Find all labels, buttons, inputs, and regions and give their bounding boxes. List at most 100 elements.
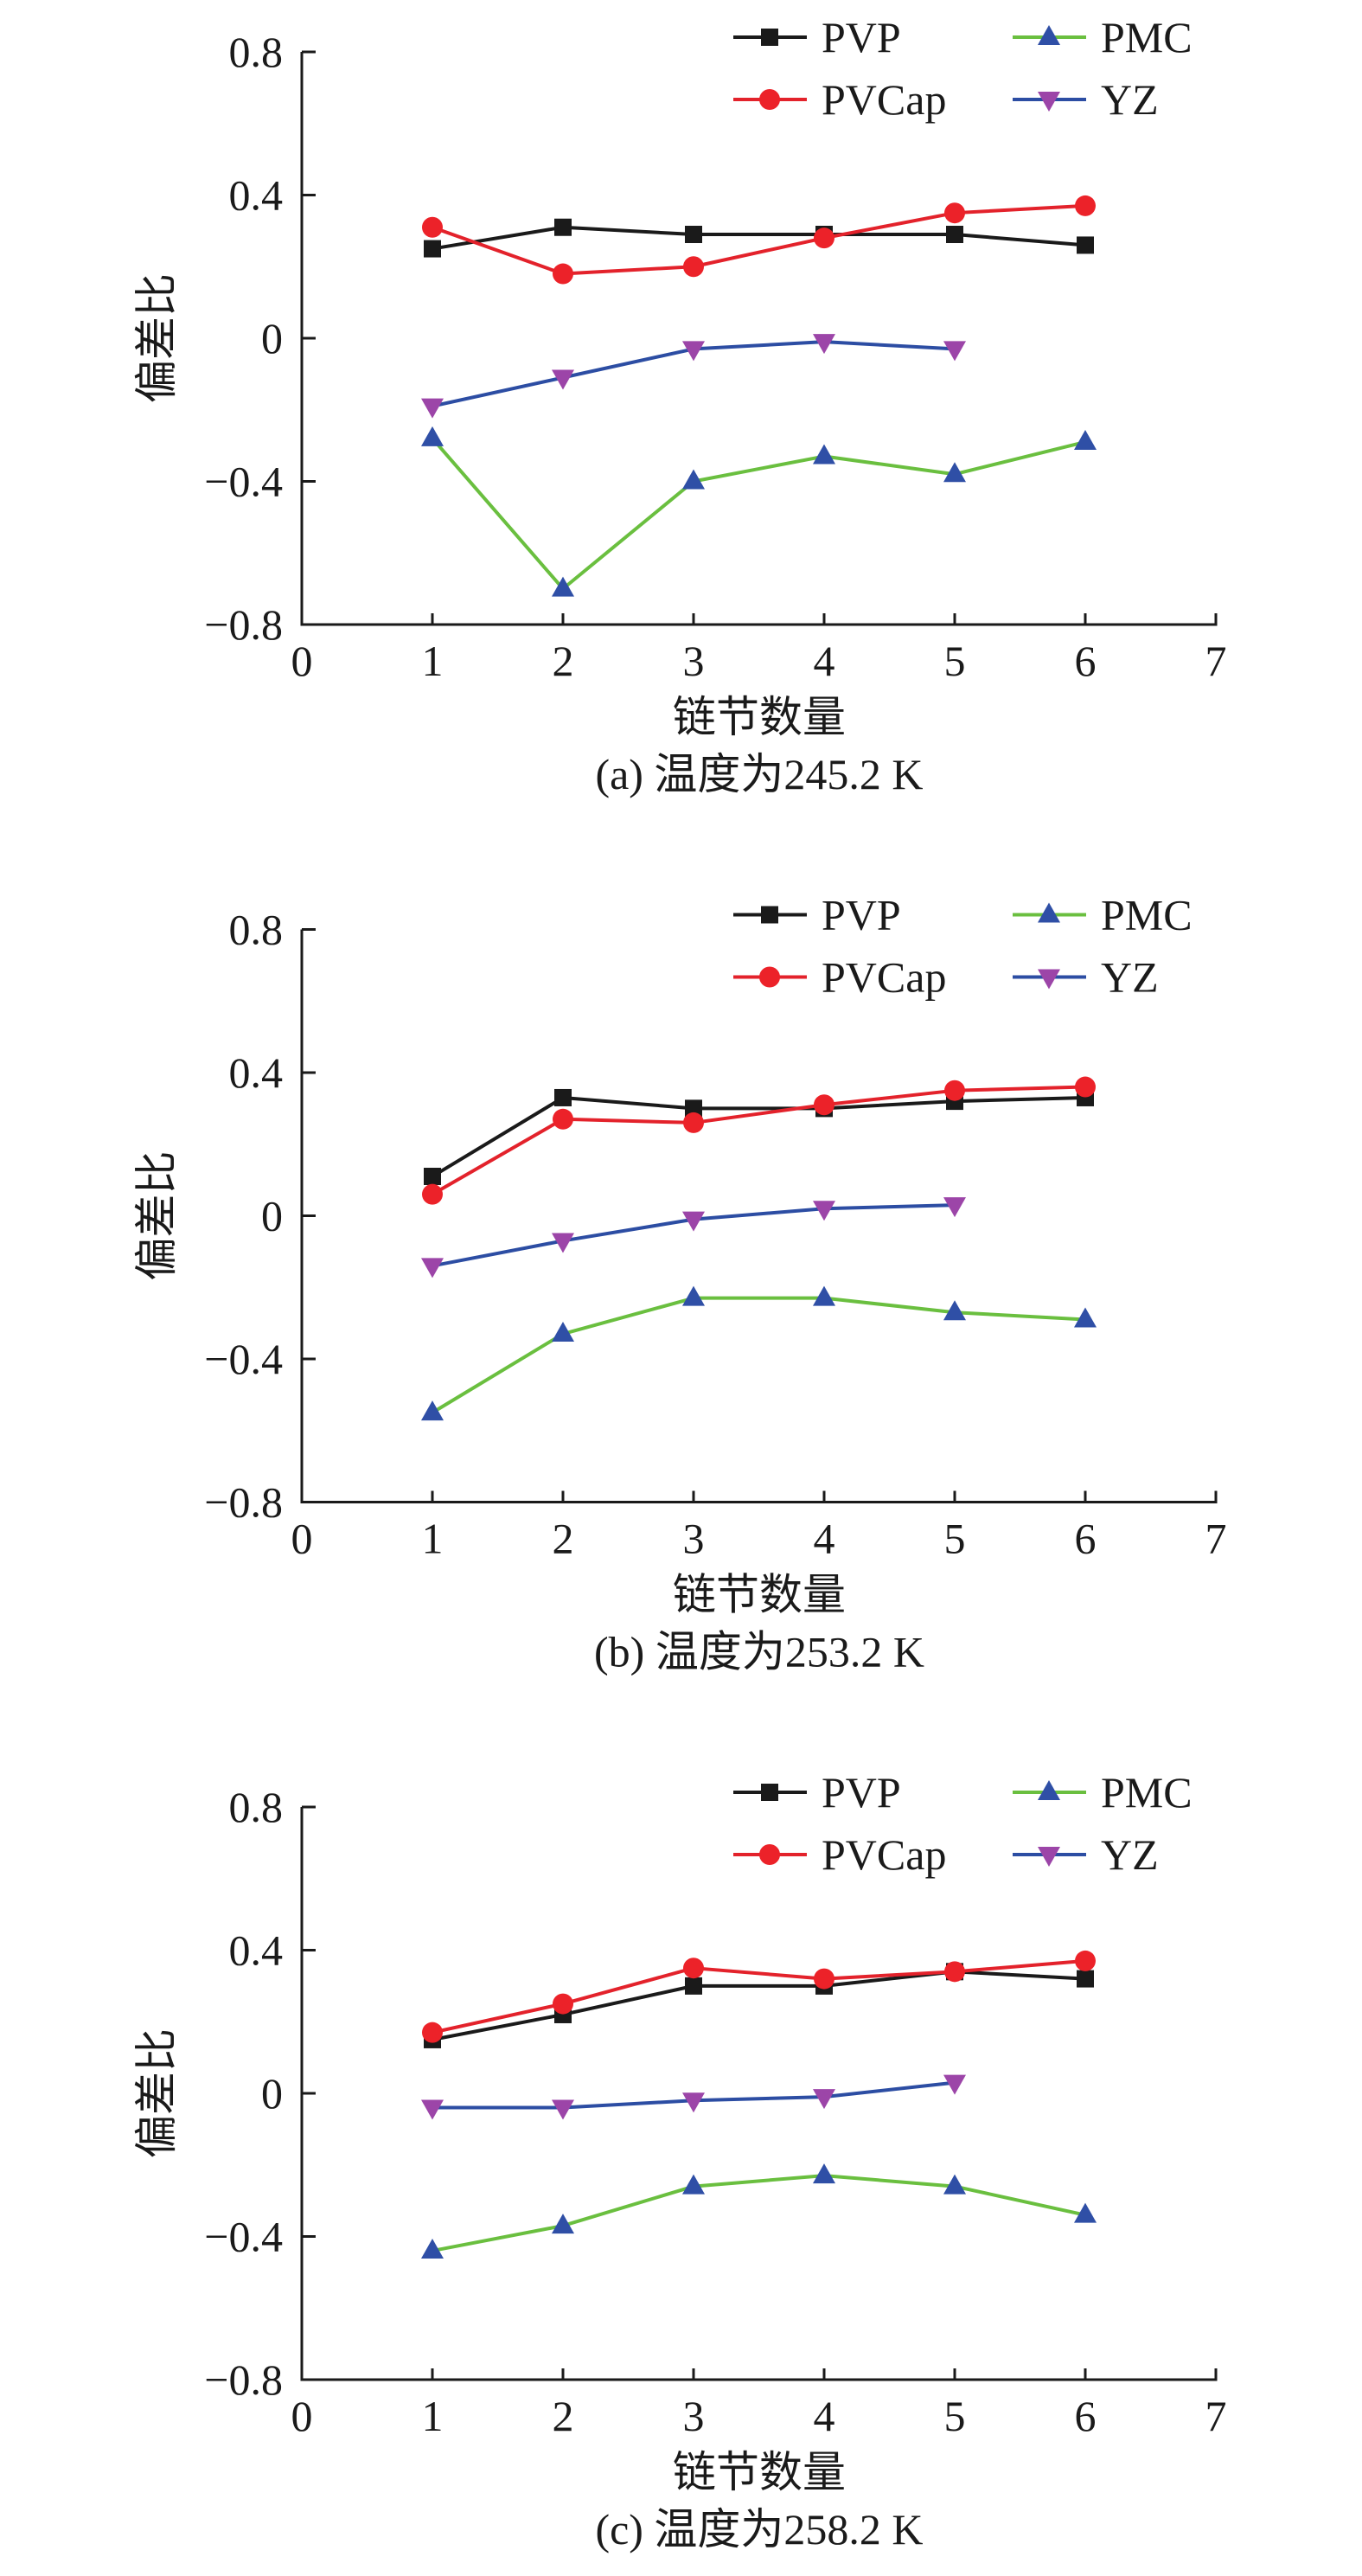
x-axis-title: 链节数量 bbox=[673, 1571, 846, 1619]
data-point-pvcap bbox=[553, 263, 573, 285]
data-point-pvcap bbox=[944, 202, 965, 224]
data-point-pvp bbox=[685, 1977, 702, 1995]
data-point-yz bbox=[682, 341, 705, 362]
data-point-yz bbox=[552, 2099, 574, 2120]
y-tick-label: −0.8 bbox=[204, 2355, 283, 2404]
data-point-pvcap bbox=[814, 1094, 834, 1116]
legend-item-pvcap: PVCap bbox=[733, 1830, 946, 1879]
y-tick-label: −0.4 bbox=[204, 1335, 283, 1383]
data-point-pmc bbox=[813, 1285, 835, 1306]
data-point-yz bbox=[682, 1211, 705, 1232]
legend-marker-icon bbox=[759, 1844, 780, 1865]
x-tick-label: 7 bbox=[1205, 1515, 1227, 1563]
data-point-yz bbox=[421, 2099, 444, 2120]
series-line-pvp bbox=[431, 1095, 1086, 1178]
series-line-pvcap bbox=[432, 1958, 1086, 2035]
legend-marker-icon bbox=[1038, 1780, 1060, 1800]
legend-item-pmc: PMC bbox=[1013, 13, 1193, 61]
y-tick-label: 0.4 bbox=[229, 1048, 284, 1097]
legend-marker-icon bbox=[761, 29, 778, 46]
data-point-pmc bbox=[682, 1285, 705, 1306]
data-point-pmc bbox=[552, 1322, 574, 1342]
legend-item-pvp: PVP bbox=[733, 1768, 901, 1817]
y-tick-label: 0.8 bbox=[229, 28, 284, 76]
data-point-pmc bbox=[943, 462, 966, 483]
legend-item-pvcap: PVCap bbox=[733, 75, 946, 124]
y-tick-label: 0 bbox=[261, 2069, 283, 2118]
y-axis-title: 偏差比 bbox=[132, 2028, 181, 2158]
x-tick-label: 5 bbox=[944, 2392, 966, 2440]
data-point-pvcap bbox=[422, 1183, 443, 1205]
data-point-pvcap bbox=[683, 256, 704, 278]
legend-label: PVP bbox=[822, 1768, 901, 1817]
data-point-pmc bbox=[421, 2239, 444, 2259]
data-point-yz bbox=[943, 2074, 966, 2095]
legend-label: PMC bbox=[1101, 13, 1193, 61]
data-point-pmc bbox=[1074, 1307, 1097, 1328]
legend-label: PVP bbox=[822, 13, 901, 61]
data-point-pvcap bbox=[1075, 195, 1096, 216]
legend-label: YZ bbox=[1101, 75, 1159, 124]
data-point-pvcap bbox=[553, 1108, 573, 1130]
data-point-pvcap bbox=[1075, 1950, 1096, 1971]
legend-marker-icon bbox=[1038, 902, 1060, 923]
data-point-pvp bbox=[685, 226, 702, 244]
x-tick-label: 5 bbox=[944, 637, 966, 685]
x-tick-label: 0 bbox=[291, 1515, 313, 1563]
y-tick-label: 0.4 bbox=[229, 1926, 284, 1975]
y-axis-title: 偏差比 bbox=[132, 1151, 181, 1281]
y-tick-label: 0 bbox=[261, 1192, 283, 1240]
x-tick-label: 1 bbox=[422, 1515, 444, 1563]
legend-label: PVP bbox=[822, 891, 901, 939]
data-point-yz bbox=[421, 1258, 444, 1278]
data-point-yz bbox=[682, 2092, 705, 2113]
legend-marker-icon bbox=[759, 89, 780, 110]
legend-item-pvp: PVP bbox=[733, 891, 901, 939]
x-tick-label: 4 bbox=[814, 1515, 835, 1563]
x-tick-label: 6 bbox=[1075, 637, 1097, 685]
legend-marker-icon bbox=[1038, 25, 1060, 45]
y-axis-title: 偏差比 bbox=[132, 273, 181, 403]
data-point-pmc bbox=[552, 576, 574, 597]
series-line-pvp bbox=[432, 225, 1086, 251]
y-tick-label: −0.4 bbox=[204, 2213, 283, 2261]
data-point-pvcap bbox=[422, 2022, 443, 2043]
legend-label: PVCap bbox=[822, 75, 946, 124]
data-point-yz bbox=[943, 341, 966, 362]
data-point-pmc bbox=[421, 426, 444, 446]
series-line-pvp bbox=[432, 1970, 1086, 2041]
y-tick-label: −0.8 bbox=[204, 600, 283, 649]
data-point-pmc bbox=[1074, 429, 1097, 450]
x-tick-label: 1 bbox=[422, 637, 444, 685]
x-tick-label: 3 bbox=[683, 1515, 705, 1563]
data-point-pvcap bbox=[553, 1993, 573, 2015]
data-point-yz bbox=[552, 369, 574, 390]
y-tick-label: 0.4 bbox=[229, 171, 284, 220]
series-line-pvcap bbox=[432, 1085, 1086, 1196]
legend: PVP PMC PVCap YZ bbox=[733, 891, 1193, 1002]
legend-label: PMC bbox=[1101, 1768, 1193, 1817]
x-axis-title: 链节数量 bbox=[673, 693, 846, 741]
data-point-pmc bbox=[943, 2174, 966, 2195]
legend-label: YZ bbox=[1101, 1830, 1159, 1879]
legend-marker-icon bbox=[1038, 1847, 1060, 1867]
y-tick-label: −0.8 bbox=[204, 1478, 283, 1527]
x-tick-label: 0 bbox=[291, 637, 313, 685]
data-point-pvp bbox=[554, 218, 572, 236]
panel-caption: (a) 温度为245.2 K bbox=[595, 750, 923, 798]
y-tick-label: 0.8 bbox=[229, 906, 284, 954]
panel-caption: (c) 温度为258.2 K bbox=[595, 2505, 923, 2554]
data-point-pmc bbox=[813, 2163, 835, 2184]
data-point-pmc bbox=[682, 2174, 705, 2195]
data-point-pvp bbox=[424, 1167, 441, 1185]
x-tick-label: 4 bbox=[814, 637, 835, 685]
x-tick-label: 2 bbox=[553, 2392, 574, 2440]
data-point-pvcap bbox=[814, 227, 834, 249]
series-line-pmc bbox=[431, 437, 1086, 591]
data-point-yz bbox=[421, 398, 444, 419]
x-tick-label: 7 bbox=[1205, 637, 1227, 685]
